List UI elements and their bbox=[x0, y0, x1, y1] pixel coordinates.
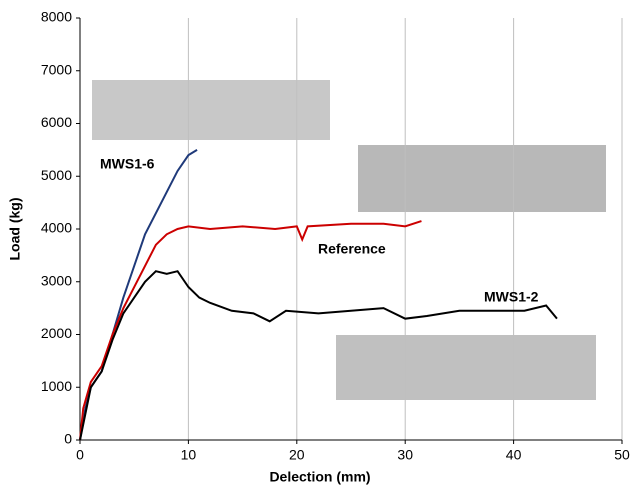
series-line bbox=[79, 220, 422, 441]
y-tick-label: 1000 bbox=[41, 378, 72, 394]
y-tick-label: 4000 bbox=[41, 220, 72, 236]
x-tick-label: 40 bbox=[506, 447, 522, 463]
y-tick-label: 6000 bbox=[41, 114, 72, 130]
series-label: MWS1-2 bbox=[484, 289, 539, 305]
y-tick-label: 5000 bbox=[41, 167, 72, 183]
series-line bbox=[79, 270, 558, 441]
series-line bbox=[79, 149, 198, 441]
photo bbox=[358, 145, 606, 212]
x-tick-label: 30 bbox=[397, 447, 413, 463]
y-tick-label: 0 bbox=[64, 431, 72, 447]
photo bbox=[92, 80, 330, 140]
x-tick-label: 10 bbox=[181, 447, 197, 463]
y-tick-label: 2000 bbox=[41, 325, 72, 341]
photo bbox=[336, 335, 596, 400]
series-label: MWS1-6 bbox=[100, 156, 155, 172]
y-axis-label: Load (kg) bbox=[7, 198, 23, 261]
x-tick-label: 0 bbox=[76, 447, 84, 463]
x-tick-label: 20 bbox=[289, 447, 305, 463]
y-tick-label: 7000 bbox=[41, 61, 72, 77]
series-label: Reference bbox=[318, 241, 386, 257]
x-axis-label: Delection (mm) bbox=[269, 469, 370, 485]
y-tick-label: 3000 bbox=[41, 272, 72, 288]
y-tick-label: 8000 bbox=[41, 9, 72, 25]
x-tick-label: 50 bbox=[614, 447, 630, 463]
